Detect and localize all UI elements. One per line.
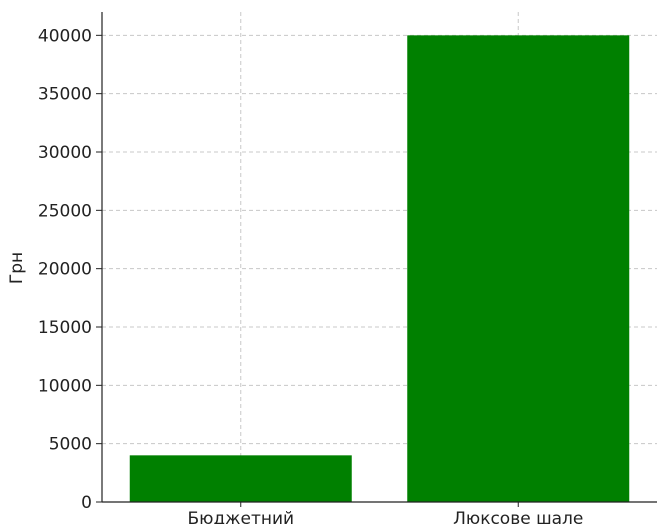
bar-2 bbox=[407, 35, 630, 502]
y-tick-label: 15000 bbox=[38, 318, 92, 338]
y-axis-label: Грн bbox=[7, 252, 27, 284]
y-tick-label: 25000 bbox=[38, 201, 92, 221]
y-tick-label: 20000 bbox=[38, 260, 92, 280]
bar-1 bbox=[129, 455, 352, 502]
y-tick-label: 0 bbox=[81, 493, 92, 513]
y-axis-ticks: 0 5000 10000 15000 20000 25000 30000 35000 40000 bbox=[38, 26, 102, 513]
x-tick-label: Люксове шале bbox=[453, 509, 583, 524]
x-tick-label: Бюджетний bbox=[187, 509, 294, 524]
y-tick-label: 35000 bbox=[38, 85, 92, 105]
y-tick-label: 30000 bbox=[38, 143, 92, 163]
y-tick-label: 10000 bbox=[38, 376, 92, 396]
x-axis-ticks: Бюджетний Люксове шале bbox=[187, 502, 583, 524]
y-tick-label: 40000 bbox=[38, 26, 92, 46]
y-tick-label: 5000 bbox=[49, 435, 92, 455]
bars bbox=[129, 35, 630, 502]
